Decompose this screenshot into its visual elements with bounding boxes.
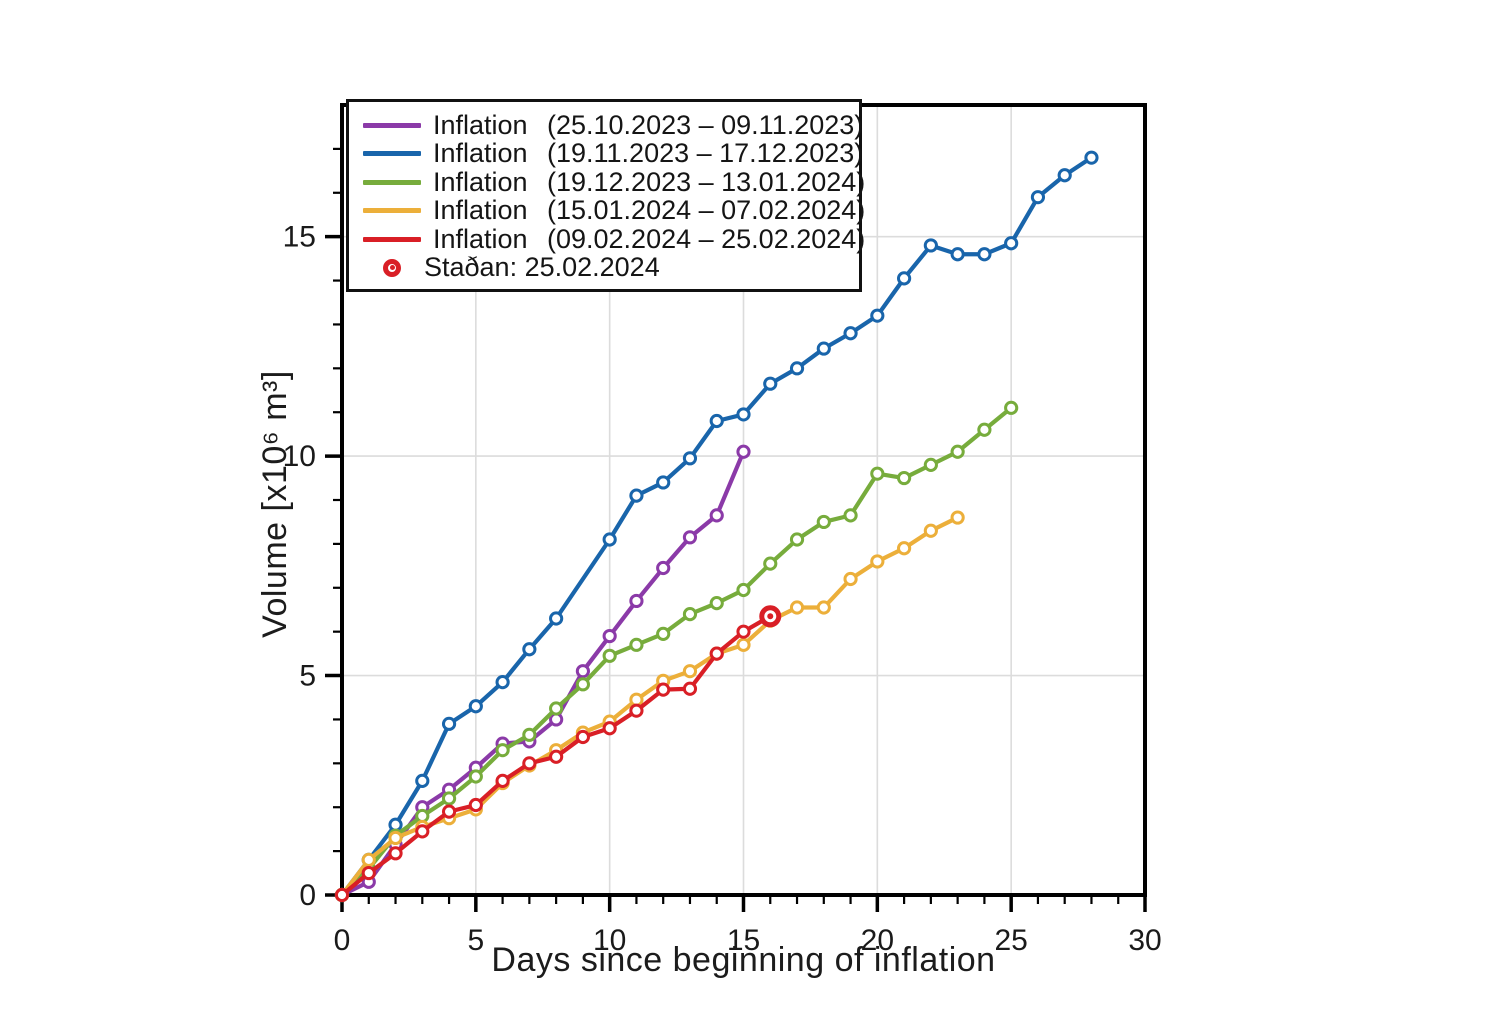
legend-series-label: Inflation [433,166,528,197]
legend-series-dates: (15.01.2024 – 07.02.2024) [547,195,866,226]
series-3-line [339,515,960,898]
x-tick-label: 25 [994,924,1027,957]
legend-series-dates: (25.10.2023 – 09.11.2023) [547,109,864,140]
legend: Inflation (25.10.2023 – 09.11.2023) Inflat… [346,99,865,292]
line-swatch-icon [363,208,421,214]
tick-labels: 0 5 10 15 20 25 30 0 5 10 15 [283,221,1162,957]
y-tick-label: 15 [283,221,316,254]
x-tick-label: 30 [1128,924,1161,957]
series-3-markers [334,510,965,903]
ring-marker-icon [383,258,401,277]
legend-series-label: Inflation [433,223,528,254]
line-swatch-icon [363,122,421,128]
y-axis-ticks [325,147,342,897]
legend-series-dates: (19.12.2023 – 13.01.2024) [547,166,866,197]
legend-stadan-label: Staðan: 25.02.2024 [424,252,660,283]
legend-series-label: Inflation [433,138,528,169]
x-tick-label: 15 [727,924,760,957]
series-2-markers [334,400,1019,903]
x-tick-label: 5 [467,924,484,957]
legend-item-stadan: Staðan: 25.02.2024 [363,252,849,283]
y-tick-label: 0 [299,879,316,912]
legend-item-0: Inflation (25.10.2023 – 09.11.2023) [363,109,863,140]
x-axis-ticks [340,895,1147,912]
legend-item-4: Inflation (09.02.2024 – 25.02.2024) [363,223,865,254]
legend-series-label: Inflation [433,109,528,140]
y-axis-label: Volume [x10⁶ m³] [256,370,294,638]
x-tick-label: 20 [861,924,894,957]
line-swatch-icon [363,179,421,185]
y-tick-label: 10 [283,440,316,473]
series-1-line [339,155,1094,898]
legend-series-label: Inflation [433,195,528,226]
line-swatch-icon [363,151,421,157]
stadan-marker [759,605,782,628]
x-tick-label: 0 [334,924,351,957]
series-4-markers [334,609,778,903]
legend-item-1: Inflation (19.11.2023 – 17.12.2023) [363,138,863,169]
legend-series-dates: (09.02.2024 – 25.02.2024) [547,223,866,254]
legend-item-2: Inflation (19.12.2023 – 13.01.2024) [363,166,865,197]
y-tick-label: 5 [299,660,316,693]
legend-item-3: Inflation (15.01.2024 – 07.02.2024) [363,195,865,226]
x-axis-label: Days since beginning of inflation [491,941,996,979]
legend-series-dates: (19.11.2023 – 17.12.2023) [547,138,864,169]
x-tick-label: 10 [593,924,626,957]
line-swatch-icon [363,236,421,242]
